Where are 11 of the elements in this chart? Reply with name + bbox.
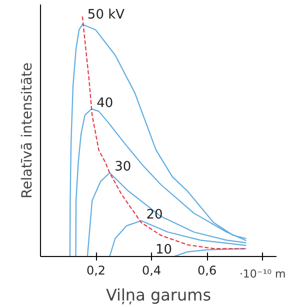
y-axis-title: Relatīvā intensitāte bbox=[20, 62, 36, 198]
series-label: 30 bbox=[114, 160, 132, 175]
text: ·10⁻¹⁰ m bbox=[239, 268, 286, 280]
x-tick-label: 0,6 bbox=[198, 264, 217, 278]
series-label: 20 bbox=[146, 208, 163, 223]
series-label: 50 kV bbox=[87, 7, 125, 22]
series-label: 10 bbox=[156, 242, 172, 258]
x-tick-label: 0,4 bbox=[142, 264, 162, 278]
x-tick-label: 0,2 bbox=[86, 264, 106, 278]
series-label: 40 bbox=[96, 96, 114, 111]
x-axis-title: Viļņa garums bbox=[106, 286, 212, 304]
